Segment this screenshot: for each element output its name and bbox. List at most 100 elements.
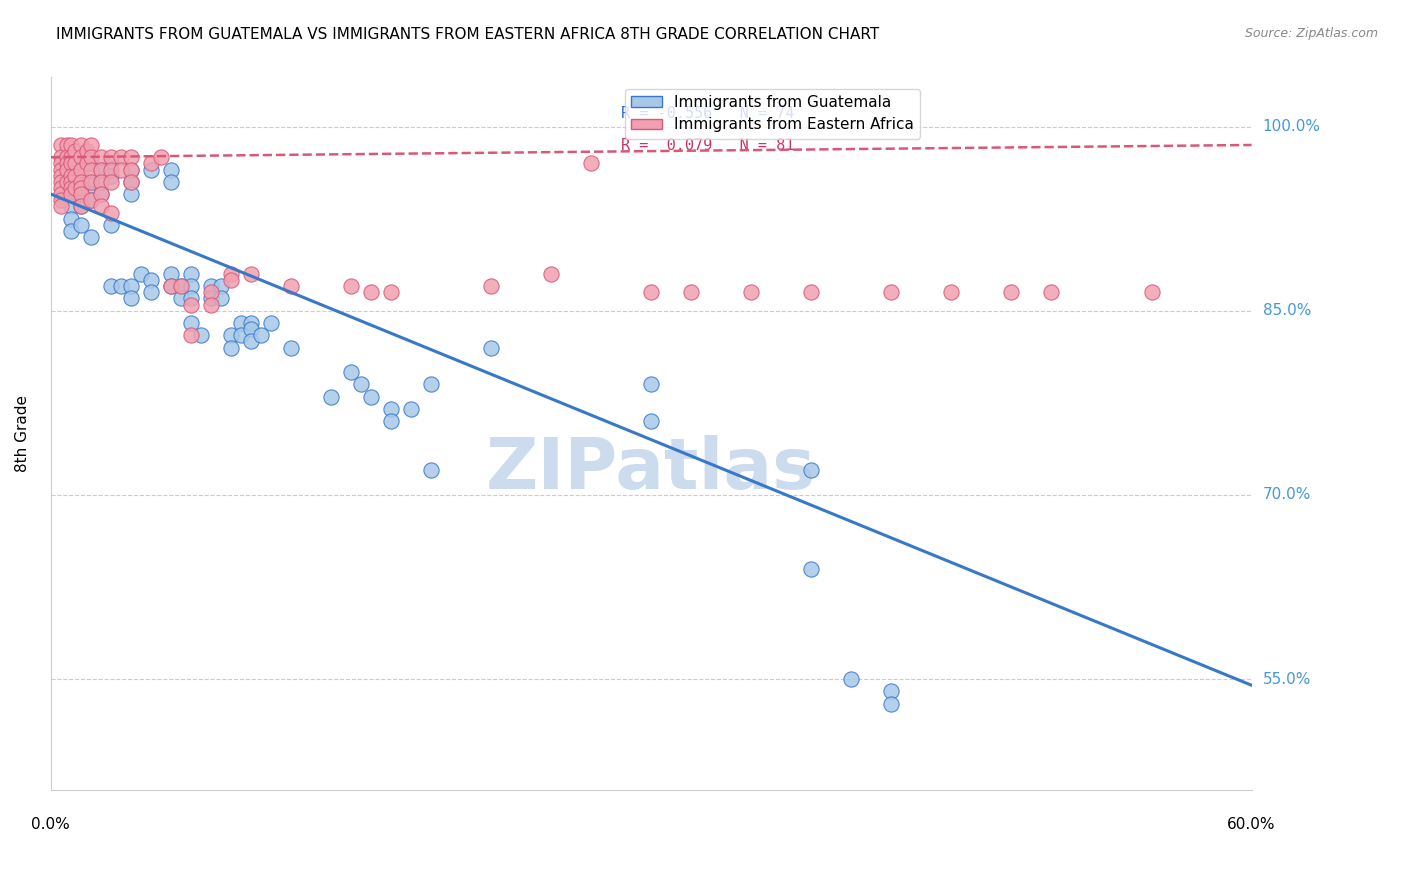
Point (59, 211, 82, 226)
Point (49, 156, 72, 170)
Point (80, 175, 103, 189)
Point (200, 285, 222, 300)
Point (160, 162, 183, 177)
Point (880, 285, 903, 300)
Point (59, 181, 82, 195)
Point (70, 138, 93, 153)
Point (120, 150, 142, 164)
Text: 70.0%: 70.0% (1263, 487, 1310, 502)
Point (280, 341, 302, 355)
Point (160, 175, 183, 189)
Point (80, 187, 103, 202)
Point (681, 285, 703, 300)
Point (100, 150, 122, 164)
Point (59, 224, 82, 238)
Text: 100.0%: 100.0% (1263, 119, 1320, 134)
Point (76, 156, 98, 170)
Point (200, 297, 222, 311)
Point (80, 230, 103, 244)
Point (180, 292, 202, 306)
Point (479, 279, 502, 293)
Point (180, 297, 202, 311)
Point (139, 273, 162, 287)
Text: 55.0%: 55.0% (1263, 672, 1310, 687)
Point (239, 316, 262, 330)
Point (70, 175, 93, 189)
Point (139, 156, 162, 170)
Point (70, 187, 93, 202)
Point (800, 463, 823, 477)
Y-axis label: 8th Grade: 8th Grade (15, 395, 30, 472)
Point (880, 684, 903, 698)
Point (100, 218, 122, 232)
Point (90, 175, 112, 189)
Point (219, 328, 242, 343)
Point (479, 341, 502, 355)
Point (59, 187, 82, 202)
Point (120, 292, 142, 306)
Point (90, 199, 112, 213)
Point (239, 322, 262, 336)
Point (149, 150, 172, 164)
Point (239, 334, 262, 349)
Point (209, 279, 232, 293)
Point (100, 205, 122, 219)
Point (1000, 285, 1022, 300)
Point (80, 156, 103, 170)
Point (49, 187, 72, 202)
Point (120, 175, 142, 189)
Point (70, 175, 93, 189)
Legend: Immigrants from Guatemala, Immigrants from Eastern Africa: Immigrants from Guatemala, Immigrants fr… (624, 88, 920, 138)
Point (49, 193, 72, 207)
Point (120, 187, 142, 202)
Point (139, 285, 162, 300)
Point (239, 267, 262, 281)
Point (640, 414, 662, 428)
Point (100, 175, 122, 189)
Point (80, 162, 103, 177)
Point (120, 175, 142, 189)
Point (880, 697, 903, 711)
Point (56, 138, 79, 153)
Point (399, 401, 422, 416)
Point (229, 316, 252, 330)
Point (59, 169, 82, 183)
Point (941, 285, 963, 300)
Point (139, 162, 162, 177)
Point (63, 169, 86, 183)
Point (640, 285, 662, 300)
Point (90, 150, 112, 164)
Point (190, 328, 212, 343)
Point (120, 162, 142, 177)
Point (63, 181, 86, 195)
Point (740, 285, 762, 300)
Point (63, 156, 86, 170)
Point (80, 138, 103, 153)
Point (841, 672, 863, 686)
Point (360, 285, 382, 300)
Text: 85.0%: 85.0% (1263, 303, 1310, 318)
Point (59, 199, 82, 213)
Point (59, 162, 82, 177)
Point (800, 285, 823, 300)
Point (49, 175, 72, 189)
Point (70, 162, 93, 177)
Point (80, 175, 103, 189)
Point (76, 144, 98, 158)
Point (260, 316, 283, 330)
Point (100, 156, 122, 170)
Point (110, 279, 132, 293)
Point (49, 150, 72, 164)
Point (340, 279, 363, 293)
Point (70, 199, 93, 213)
Point (540, 267, 562, 281)
Point (59, 187, 82, 202)
Point (49, 199, 72, 213)
Point (63, 144, 86, 158)
Point (160, 279, 183, 293)
Point (160, 267, 183, 281)
Text: 0.0%: 0.0% (31, 817, 70, 832)
Point (120, 279, 142, 293)
Point (420, 377, 443, 392)
Text: R = -0.556   N = 74: R = -0.556 N = 74 (621, 106, 794, 121)
